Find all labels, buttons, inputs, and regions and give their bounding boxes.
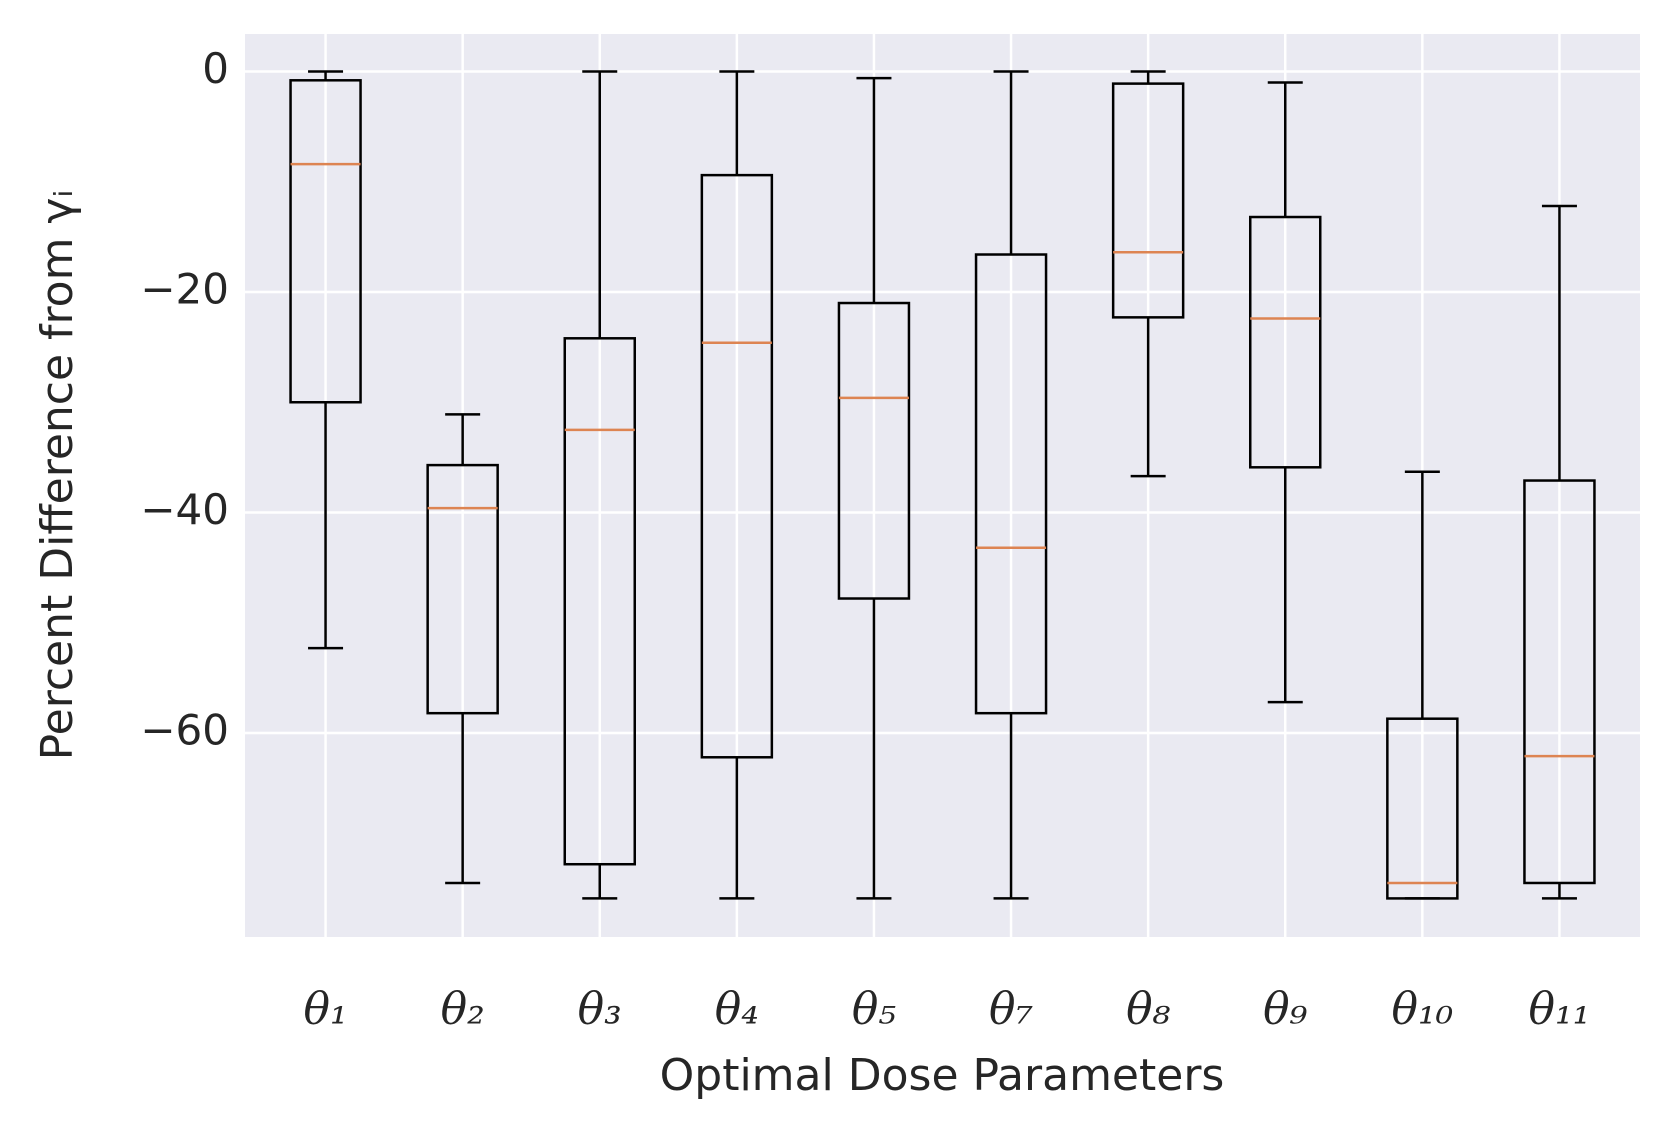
x-tick-label: θ₁ xyxy=(303,984,347,1035)
x-tick-label: θ₂ xyxy=(441,984,485,1035)
y-tick-label: 0 xyxy=(202,44,229,93)
y-tick-label: −60 xyxy=(140,706,229,755)
box xyxy=(837,301,911,600)
x-tick-label: θ₇ xyxy=(989,984,1033,1035)
y-axis-label: Percent Difference from γᵢ xyxy=(32,190,83,761)
box xyxy=(700,173,774,759)
x-tick-label: θ₄ xyxy=(715,984,759,1035)
x-axis-label: Optimal Dose Parameters xyxy=(660,1050,1225,1101)
box xyxy=(563,337,636,866)
plot-area xyxy=(245,34,1640,937)
x-tick-label: θ₁₀ xyxy=(1391,984,1453,1035)
x-tick-label: θ₉ xyxy=(1263,984,1307,1035)
box xyxy=(289,79,362,404)
x-tick-label: θ₃ xyxy=(578,984,622,1035)
box xyxy=(1386,717,1459,900)
y-tick-label: −20 xyxy=(140,265,229,314)
box xyxy=(1249,215,1322,469)
box xyxy=(426,463,499,715)
x-tick-label: θ₁₁ xyxy=(1529,984,1591,1035)
x-tick-label: θ₈ xyxy=(1126,984,1170,1035)
y-tick-label: −40 xyxy=(140,485,229,534)
box xyxy=(1111,82,1185,319)
x-tick-label: θ₅ xyxy=(852,984,896,1035)
box xyxy=(974,253,1048,715)
box xyxy=(1523,479,1596,885)
